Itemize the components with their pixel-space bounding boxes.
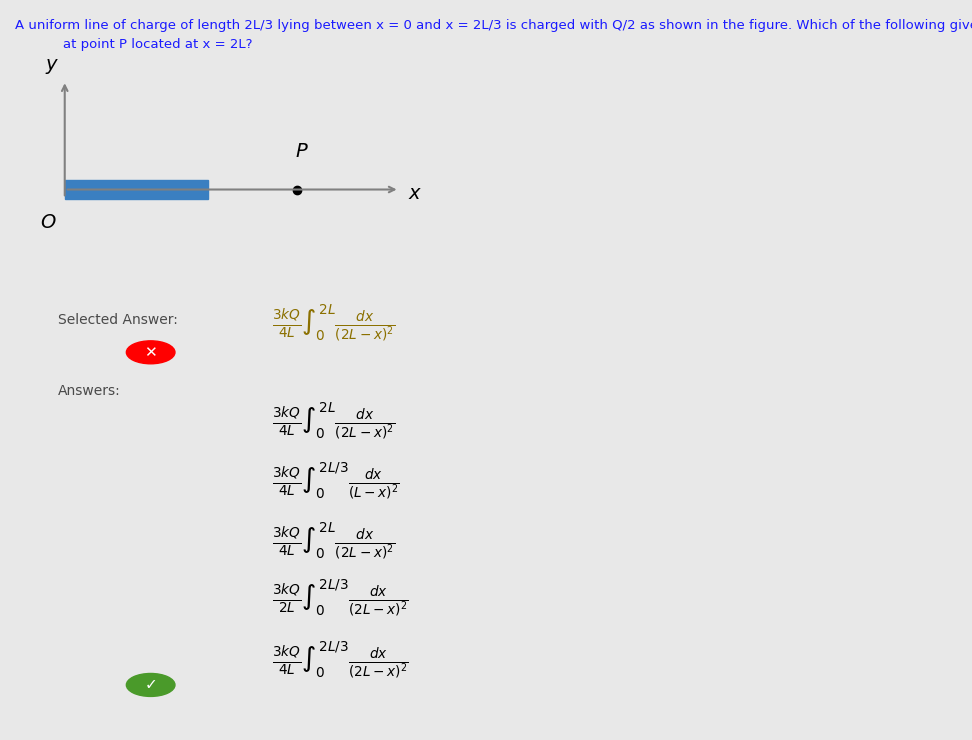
Circle shape	[126, 673, 175, 696]
Text: $\frac{3kQ}{4L}\int_0^{2L/3}\frac{dx}{(2L-x)^2}$: $\frac{3kQ}{4L}\int_0^{2L/3}\frac{dx}{(2…	[272, 639, 408, 680]
Text: $\frac{3kQ}{4L}\int_0^{2L}\frac{dx}{(2L-x)^2}$: $\frac{3kQ}{4L}\int_0^{2L}\frac{dx}{(2L-…	[272, 519, 396, 561]
Text: at point P located at x = 2L?: at point P located at x = 2L?	[63, 38, 253, 52]
FancyBboxPatch shape	[65, 181, 208, 199]
Text: $y$: $y$	[46, 57, 59, 76]
Text: $P$: $P$	[295, 142, 308, 161]
Text: ✖: ✖	[141, 343, 160, 363]
Text: $\frac{3kQ}{4L}\int_0^{2L/3}\frac{dx}{(L-x)^2}$: $\frac{3kQ}{4L}\int_0^{2L/3}\frac{dx}{(L…	[272, 460, 400, 501]
Text: A uniform line of charge of length 2L/3 lying between x = 0 and x = 2L/3 is char: A uniform line of charge of length 2L/3 …	[15, 18, 972, 32]
Text: $\frac{3kQ}{4L}\int_0^{2L}\frac{dx}{(2L-x)^2}$: $\frac{3kQ}{4L}\int_0^{2L}\frac{dx}{(2L-…	[272, 302, 396, 343]
Text: Answers:: Answers:	[58, 385, 122, 398]
Circle shape	[126, 341, 175, 364]
Text: Selected Answer:: Selected Answer:	[58, 313, 178, 327]
Text: ✓: ✓	[144, 677, 157, 693]
Text: ✕: ✕	[144, 345, 157, 360]
Text: $\frac{3kQ}{4L}\int_0^{2L}\frac{dx}{(2L-x)^2}$: $\frac{3kQ}{4L}\int_0^{2L}\frac{dx}{(2L-…	[272, 400, 396, 441]
Text: $O$: $O$	[40, 213, 56, 232]
Text: $x$: $x$	[407, 184, 422, 204]
Text: $\frac{3kQ}{2L}\int_0^{2L/3}\frac{dx}{(2L-x)^2}$: $\frac{3kQ}{2L}\int_0^{2L/3}\frac{dx}{(2…	[272, 577, 408, 618]
